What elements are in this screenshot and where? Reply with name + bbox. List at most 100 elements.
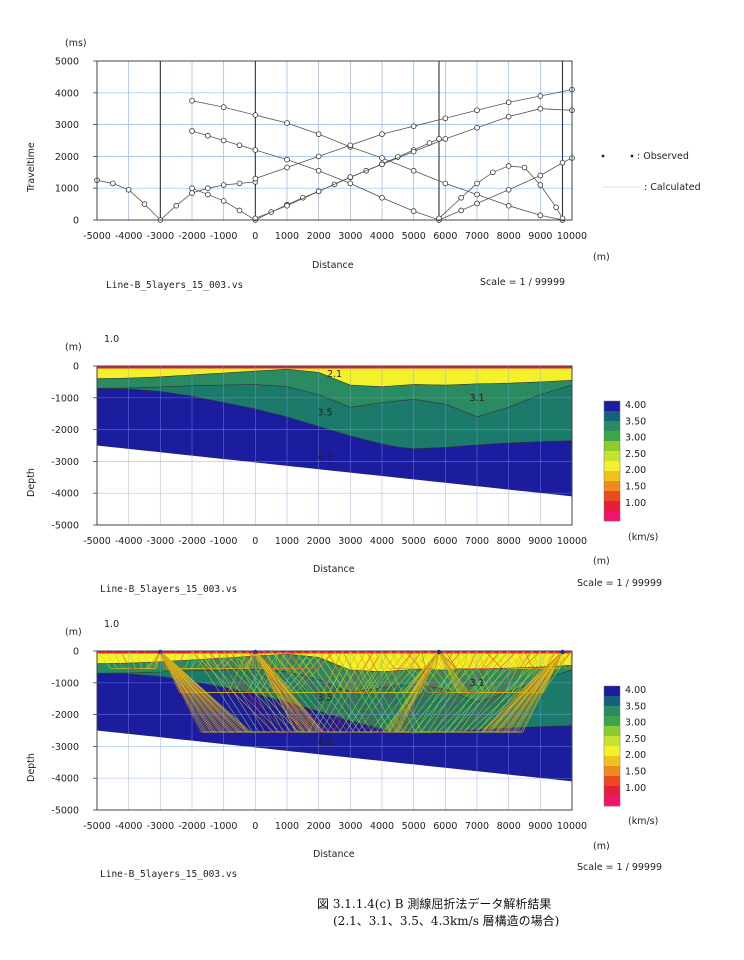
legend-observed-marker — [601, 154, 605, 158]
x-tick-label: 5000 — [402, 536, 426, 547]
observed-traveltime-point — [284, 156, 290, 163]
calculated-traveltime-line — [191, 138, 440, 221]
x-tick-label: 0 — [252, 536, 258, 547]
raytrace-y-ticks: 0 -1000 -2000 -3000 -4000 -5000 — [51, 647, 97, 817]
x-tick-label: 8000 — [497, 821, 521, 832]
x-tick-label: 1000 — [275, 536, 299, 547]
observed-traveltime-point — [537, 105, 544, 112]
raytrace-frame — [96, 650, 573, 811]
ray-path — [429, 650, 440, 669]
observed-traveltime-point — [315, 131, 322, 137]
x-tick-label: 8000 — [497, 536, 521, 547]
colorbar-swatch — [604, 726, 620, 737]
observed-traveltime-point — [537, 182, 544, 188]
x-tick-label: 6000 — [433, 536, 457, 547]
x-tick-label: 4000 — [370, 536, 394, 547]
x-tick-label: -1000 — [210, 536, 238, 547]
x-tick-label: -4000 — [115, 231, 143, 242]
observed-traveltime-point — [347, 180, 354, 187]
x-tick-label: 9000 — [528, 231, 552, 242]
observed-traveltime-point — [220, 198, 227, 204]
colorbar-unit: (km/s) — [628, 532, 658, 543]
raytrace-y-label: Depth — [26, 753, 37, 782]
legend-observed-label: : Observed — [637, 151, 689, 162]
colorbar-label: 1.00 — [625, 783, 646, 794]
y-tick-label: 5000 — [55, 57, 79, 68]
observed-traveltime-point — [347, 142, 354, 149]
traveltime-y-ticks: 0 1000 2000 3000 4000 5000 — [55, 57, 97, 227]
traveltime-series — [94, 86, 575, 223]
colorbar-label: 4.00 — [625, 400, 646, 411]
observed-traveltime-point — [284, 202, 290, 209]
y-tick-label: -2000 — [51, 425, 79, 436]
x-tick-label: 7000 — [465, 821, 489, 832]
observed-traveltime-point — [284, 164, 290, 171]
observed-traveltime-point — [205, 191, 211, 198]
observed-traveltime-point — [379, 131, 385, 137]
observed-traveltime-point — [474, 107, 480, 114]
colorbar-label: 4.00 — [625, 685, 646, 696]
layer-velocity-label: 3.1 — [469, 678, 484, 689]
x-tick-label: 6000 — [433, 231, 457, 242]
colorbar-label: 2.00 — [625, 750, 646, 761]
observed-traveltime-point — [173, 202, 179, 209]
observed-traveltime-point — [442, 180, 449, 187]
traveltime-x-label: Distance — [312, 260, 354, 271]
x-tick-label: -2000 — [178, 231, 206, 242]
traveltime-x-ticks: -5000 -4000 -3000 -2000 -1000 0 1000 2000 3000 40… — [83, 231, 587, 242]
x-tick-label: 0 — [252, 231, 258, 242]
colorbar-swatch — [604, 411, 620, 422]
colorbar-label: 3.00 — [625, 433, 646, 444]
x-tick-label: 3000 — [338, 821, 362, 832]
observed-traveltime-point — [315, 153, 322, 160]
colorbar-swatch — [604, 786, 620, 797]
ray-path — [421, 650, 440, 669]
observed-traveltime-point — [236, 180, 243, 187]
colorbar-swatch — [604, 746, 620, 757]
x-tick-label: -5000 — [83, 231, 111, 242]
y-tick-label: -3000 — [51, 457, 79, 468]
x-tick-label: 9000 — [528, 821, 552, 832]
observed-traveltime-point — [537, 172, 544, 179]
x-tick-label: 2000 — [307, 231, 331, 242]
raytrace-colorbar: 4.00 3.50 3.00 2.50 2.00 1.50 1.00 — [603, 685, 646, 807]
observed-traveltime-point — [284, 120, 290, 126]
colorbar-swatch — [604, 451, 620, 462]
x-tick-label: 6000 — [433, 821, 457, 832]
colorbar-swatch — [604, 471, 620, 482]
raytrace-vertical-exaggeration-label: 1.0 — [104, 619, 119, 630]
velocity-model-y-unit: (m) — [65, 342, 82, 353]
observed-traveltime-point — [252, 147, 259, 153]
observed-traveltime-point — [537, 212, 544, 219]
layer-velocity-label: 4.3 — [317, 452, 332, 463]
observed-traveltime-point — [205, 185, 211, 192]
colorbar-swatch — [604, 441, 620, 452]
observed-traveltime-point — [553, 204, 559, 211]
colorbar-label: 2.50 — [625, 449, 646, 460]
observed-traveltime-point — [505, 99, 512, 106]
layer-velocity-label: 4.3 — [317, 737, 332, 748]
velocity-model-frame — [96, 365, 573, 526]
y-tick-label: -4000 — [51, 774, 79, 785]
observed-traveltime-point — [458, 207, 464, 214]
colorbar-swatch — [604, 796, 620, 807]
y-tick-label: 0 — [73, 216, 79, 227]
vertical-exaggeration-label: 1.0 — [104, 334, 119, 345]
ray-source-marker — [560, 649, 565, 655]
traveltime-file-label: Line-B_5layers_15_003.vs — [106, 280, 243, 291]
colorbar-frame — [603, 685, 621, 807]
layer-velocity-label: 3.1 — [469, 393, 484, 404]
observed-traveltime-point — [410, 167, 417, 174]
y-tick-label: -4000 — [51, 489, 79, 500]
x-tick-label: -4000 — [115, 536, 143, 547]
colorbar-swatch — [604, 501, 620, 512]
colorbar-swatch — [604, 736, 620, 747]
x-tick-label: 5000 — [402, 821, 426, 832]
below-model-area — [97, 730, 572, 810]
traveltime-scale-label: Scale = 1 / 99999 — [480, 277, 565, 288]
colorbar-label: 2.50 — [625, 734, 646, 745]
observed-traveltime-point — [220, 104, 227, 110]
velocity-model-x-ticks: -5000 -4000 -3000 -2000 -1000 0 1000 2000 3000 40… — [83, 536, 587, 547]
observed-traveltime-point — [189, 190, 195, 196]
observed-traveltime-point — [474, 180, 480, 187]
